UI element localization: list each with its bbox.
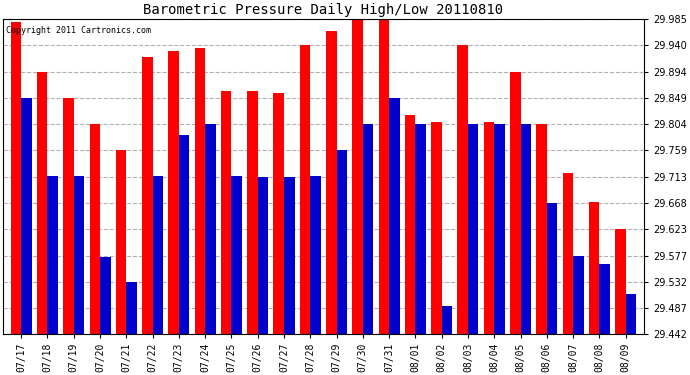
Bar	[484, 122, 494, 334]
Bar	[179, 135, 189, 334]
Bar	[100, 257, 110, 334]
Bar	[142, 57, 152, 334]
Bar	[310, 176, 321, 334]
Bar	[195, 48, 205, 334]
Bar	[247, 91, 258, 334]
Bar	[284, 177, 295, 334]
Bar	[326, 31, 337, 334]
Bar	[468, 124, 478, 334]
Bar	[457, 45, 468, 334]
Bar	[389, 98, 400, 334]
Bar	[152, 176, 163, 334]
Bar	[63, 98, 74, 334]
Bar	[573, 256, 584, 334]
Bar	[510, 72, 520, 334]
Bar	[600, 264, 610, 334]
Bar	[258, 177, 268, 334]
Bar	[48, 176, 58, 334]
Bar	[221, 91, 231, 334]
Bar	[90, 124, 100, 334]
Title: Barometric Pressure Daily High/Low 20110810: Barometric Pressure Daily High/Low 20110…	[144, 3, 504, 17]
Bar	[116, 150, 126, 334]
Bar	[168, 51, 179, 334]
Bar	[363, 124, 373, 334]
Bar	[231, 176, 242, 334]
Bar	[415, 124, 426, 334]
Bar	[562, 173, 573, 334]
Bar	[299, 45, 310, 334]
Bar	[273, 93, 284, 334]
Bar	[546, 203, 558, 334]
Bar	[589, 202, 600, 334]
Bar	[494, 124, 505, 334]
Bar	[21, 98, 32, 334]
Bar	[37, 72, 48, 334]
Bar	[626, 294, 636, 334]
Bar	[126, 282, 137, 334]
Text: Copyright 2011 Cartronics.com: Copyright 2011 Cartronics.com	[6, 26, 151, 34]
Bar	[10, 22, 21, 334]
Bar	[353, 20, 363, 334]
Bar	[205, 124, 216, 334]
Bar	[442, 306, 452, 334]
Bar	[337, 150, 347, 334]
Bar	[431, 122, 442, 334]
Bar	[615, 229, 626, 334]
Bar	[379, 20, 389, 334]
Bar	[405, 115, 415, 334]
Bar	[520, 124, 531, 334]
Bar	[74, 176, 84, 334]
Bar	[536, 124, 546, 334]
